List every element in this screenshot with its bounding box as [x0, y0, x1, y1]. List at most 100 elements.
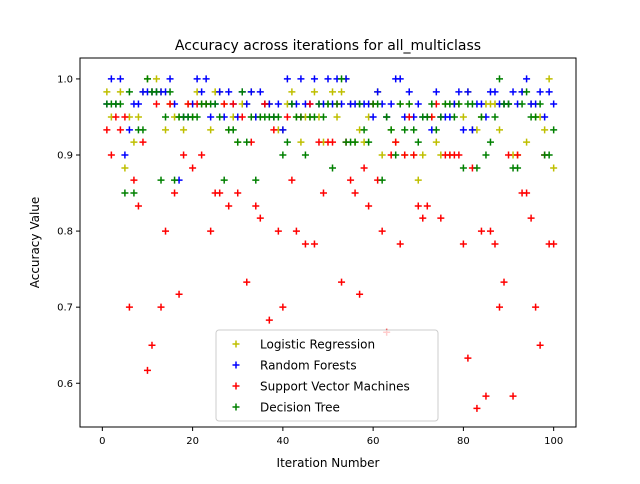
data-point — [180, 151, 188, 159]
data-point — [514, 164, 522, 172]
x-axis-ticks: 0 20 40 60 80 100 — [99, 427, 563, 447]
data-point — [396, 100, 404, 108]
data-point — [216, 189, 224, 197]
data-point — [116, 100, 124, 108]
y-tick-label: 0.7 — [57, 303, 73, 314]
data-point — [134, 202, 142, 210]
data-point — [496, 303, 504, 311]
data-point — [234, 138, 242, 146]
data-point — [243, 100, 251, 108]
data-point — [437, 113, 445, 121]
legend-marker — [232, 382, 240, 390]
data-point — [211, 100, 219, 108]
data-point — [139, 126, 147, 134]
data-point — [193, 75, 201, 83]
data-point — [279, 126, 287, 134]
data-point — [536, 100, 544, 108]
data-point — [365, 202, 373, 210]
data-point — [491, 88, 499, 96]
data-point — [477, 113, 485, 121]
x-tick-label: 0 — [99, 436, 105, 447]
data-point — [116, 126, 124, 134]
data-point — [166, 75, 174, 83]
data-point — [369, 113, 377, 121]
data-point — [297, 113, 305, 121]
data-point — [297, 75, 305, 83]
x-tick-label: 60 — [367, 436, 380, 447]
data-point — [410, 126, 418, 134]
data-point — [464, 88, 472, 96]
data-point — [446, 100, 454, 108]
data-point — [256, 214, 264, 222]
data-point — [283, 75, 291, 83]
legend-marker — [232, 403, 240, 411]
data-point — [505, 151, 513, 159]
data-point — [319, 113, 327, 121]
data-point — [229, 100, 237, 108]
data-point — [419, 151, 427, 159]
data-point — [419, 214, 427, 222]
data-point — [166, 100, 174, 108]
data-point — [523, 75, 531, 83]
data-point — [459, 126, 467, 134]
data-point — [180, 126, 188, 134]
data-point — [338, 75, 346, 83]
data-point — [274, 227, 282, 235]
data-point — [261, 100, 269, 108]
data-point — [166, 88, 174, 96]
data-point — [541, 126, 549, 134]
data-point — [532, 113, 540, 121]
data-point — [234, 189, 242, 197]
data-point — [356, 100, 364, 108]
data-point — [125, 303, 133, 311]
data-point — [329, 88, 337, 96]
data-point — [198, 88, 206, 96]
legend-marker — [232, 361, 240, 369]
data-point — [238, 88, 246, 96]
data-point — [252, 202, 260, 210]
data-point — [541, 113, 549, 121]
data-point — [148, 341, 156, 349]
data-point — [134, 113, 142, 121]
data-point — [162, 126, 170, 134]
x-tick-label: 100 — [544, 436, 563, 447]
data-point — [121, 113, 129, 121]
data-point — [410, 151, 418, 159]
data-point — [486, 138, 494, 146]
data-point — [279, 151, 287, 159]
data-point — [265, 316, 273, 324]
data-point — [450, 113, 458, 121]
data-point — [324, 100, 332, 108]
data-point — [247, 88, 255, 96]
data-point — [459, 113, 467, 121]
data-point — [189, 164, 197, 172]
data-point — [387, 100, 395, 108]
data-point — [310, 240, 318, 248]
y-tick-label: 0.9 — [57, 151, 73, 162]
y-tick-label: 1.0 — [57, 74, 73, 85]
legend: Logistic Regression Random Forests Support… — [215, 329, 439, 422]
data-point — [405, 100, 413, 108]
data-point — [301, 240, 309, 248]
data-point — [550, 164, 558, 172]
data-point — [423, 113, 431, 121]
data-point — [496, 75, 504, 83]
data-point — [423, 202, 431, 210]
data-point — [432, 126, 440, 134]
data-point — [152, 88, 160, 96]
data-point — [532, 303, 540, 311]
data-point — [468, 126, 476, 134]
data-point — [509, 88, 517, 96]
data-point — [473, 404, 481, 412]
data-point — [432, 88, 440, 96]
data-point — [238, 113, 246, 121]
plot-frame — [79, 57, 577, 428]
data-point — [360, 126, 368, 134]
data-point — [315, 100, 323, 108]
y-tick-label: 0.6 — [57, 379, 73, 390]
data-point — [405, 88, 413, 96]
legend-label: Random Forests — [260, 359, 357, 373]
data-point — [157, 303, 165, 311]
